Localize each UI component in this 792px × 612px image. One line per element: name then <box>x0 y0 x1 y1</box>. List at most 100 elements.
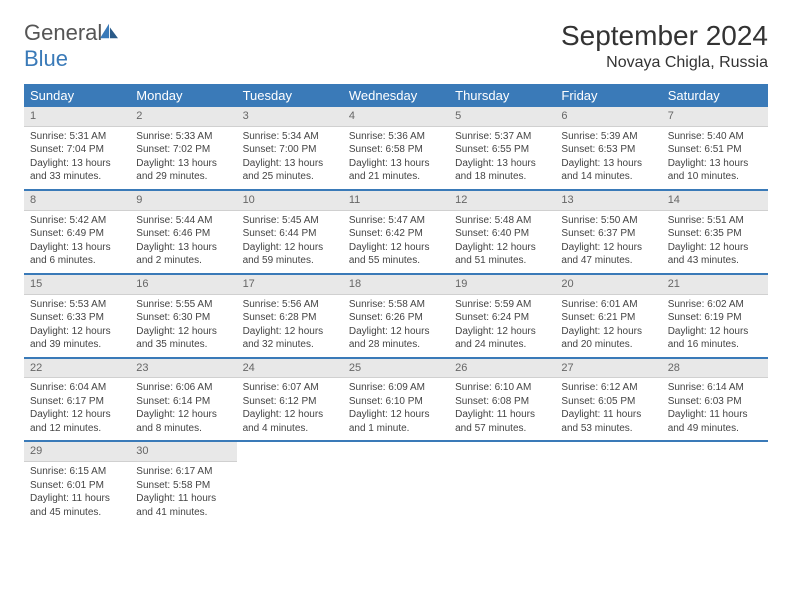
sunrise-line: Sunrise: 6:10 AM <box>455 381 549 395</box>
day-cell: 28Sunrise: 6:14 AMSunset: 6:03 PMDayligh… <box>662 359 768 441</box>
sunset-line: Sunset: 6:30 PM <box>136 311 230 325</box>
day-number: 16 <box>130 275 236 295</box>
day-body: Sunrise: 6:01 AMSunset: 6:21 PMDaylight:… <box>555 295 661 357</box>
weekday-label: Sunday <box>24 84 130 107</box>
sunrise-line: Sunrise: 6:01 AM <box>561 298 655 312</box>
day-cell: 12Sunrise: 5:48 AMSunset: 6:40 PMDayligh… <box>449 191 555 273</box>
sunrise-line: Sunrise: 5:33 AM <box>136 130 230 144</box>
sunset-line: Sunset: 6:01 PM <box>30 479 124 493</box>
day-body: Sunrise: 5:44 AMSunset: 6:46 PMDaylight:… <box>130 211 236 273</box>
sunset-line: Sunset: 7:04 PM <box>30 143 124 157</box>
daylight-line: Daylight: 13 hours and 6 minutes. <box>30 241 124 268</box>
day-body: Sunrise: 5:42 AMSunset: 6:49 PMDaylight:… <box>24 211 130 273</box>
day-number: 29 <box>24 442 130 462</box>
day-body: Sunrise: 6:04 AMSunset: 6:17 PMDaylight:… <box>24 378 130 440</box>
day-number: 17 <box>237 275 343 295</box>
day-number: 24 <box>237 359 343 379</box>
day-cell: 16Sunrise: 5:55 AMSunset: 6:30 PMDayligh… <box>130 275 236 357</box>
logo: General Blue <box>24 20 120 72</box>
daylight-line: Daylight: 12 hours and 59 minutes. <box>243 241 337 268</box>
sunrise-line: Sunrise: 6:02 AM <box>668 298 762 312</box>
daylight-line: Daylight: 13 hours and 2 minutes. <box>136 241 230 268</box>
sunset-line: Sunset: 6:42 PM <box>349 227 443 241</box>
day-body: Sunrise: 5:58 AMSunset: 6:26 PMDaylight:… <box>343 295 449 357</box>
daylight-line: Daylight: 13 hours and 29 minutes. <box>136 157 230 184</box>
weekday-header: SundayMondayTuesdayWednesdayThursdayFrid… <box>24 84 768 107</box>
day-number: 15 <box>24 275 130 295</box>
day-number: 10 <box>237 191 343 211</box>
sunrise-line: Sunrise: 5:42 AM <box>30 214 124 228</box>
day-body: Sunrise: 5:50 AMSunset: 6:37 PMDaylight:… <box>555 211 661 273</box>
sunrise-line: Sunrise: 5:31 AM <box>30 130 124 144</box>
day-cell: 14Sunrise: 5:51 AMSunset: 6:35 PMDayligh… <box>662 191 768 273</box>
day-body: Sunrise: 5:47 AMSunset: 6:42 PMDaylight:… <box>343 211 449 273</box>
day-cell: 4Sunrise: 5:36 AMSunset: 6:58 PMDaylight… <box>343 107 449 189</box>
day-body: Sunrise: 5:53 AMSunset: 6:33 PMDaylight:… <box>24 295 130 357</box>
day-cell: 25Sunrise: 6:09 AMSunset: 6:10 PMDayligh… <box>343 359 449 441</box>
sunset-line: Sunset: 6:24 PM <box>455 311 549 325</box>
sunrise-line: Sunrise: 5:40 AM <box>668 130 762 144</box>
day-number: 5 <box>449 107 555 127</box>
daylight-line: Daylight: 11 hours and 53 minutes. <box>561 408 655 435</box>
day-number: 21 <box>662 275 768 295</box>
weekday-label: Tuesday <box>237 84 343 107</box>
sunrise-line: Sunrise: 6:14 AM <box>668 381 762 395</box>
day-body: Sunrise: 6:15 AMSunset: 6:01 PMDaylight:… <box>24 462 130 524</box>
day-body: Sunrise: 5:55 AMSunset: 6:30 PMDaylight:… <box>130 295 236 357</box>
daylight-line: Daylight: 12 hours and 16 minutes. <box>668 325 762 352</box>
day-cell: 11Sunrise: 5:47 AMSunset: 6:42 PMDayligh… <box>343 191 449 273</box>
daylight-line: Daylight: 13 hours and 21 minutes. <box>349 157 443 184</box>
day-cell: 9Sunrise: 5:44 AMSunset: 6:46 PMDaylight… <box>130 191 236 273</box>
daylight-line: Daylight: 12 hours and 1 minute. <box>349 408 443 435</box>
sunset-line: Sunset: 6:14 PM <box>136 395 230 409</box>
day-body: Sunrise: 6:14 AMSunset: 6:03 PMDaylight:… <box>662 378 768 440</box>
daylight-line: Daylight: 12 hours and 47 minutes. <box>561 241 655 268</box>
sunset-line: Sunset: 6:49 PM <box>30 227 124 241</box>
weekday-label: Friday <box>555 84 661 107</box>
daylight-line: Daylight: 11 hours and 57 minutes. <box>455 408 549 435</box>
day-body: Sunrise: 5:36 AMSunset: 6:58 PMDaylight:… <box>343 127 449 189</box>
sunset-line: Sunset: 6:05 PM <box>561 395 655 409</box>
sunset-line: Sunset: 6:26 PM <box>349 311 443 325</box>
sunset-line: Sunset: 6:58 PM <box>349 143 443 157</box>
sunset-line: Sunset: 6:44 PM <box>243 227 337 241</box>
sunrise-line: Sunrise: 5:56 AM <box>243 298 337 312</box>
sunset-line: Sunset: 6:10 PM <box>349 395 443 409</box>
week-row: 29Sunrise: 6:15 AMSunset: 6:01 PMDayligh… <box>24 442 768 524</box>
day-cell: 8Sunrise: 5:42 AMSunset: 6:49 PMDaylight… <box>24 191 130 273</box>
day-cell: 15Sunrise: 5:53 AMSunset: 6:33 PMDayligh… <box>24 275 130 357</box>
sunrise-line: Sunrise: 6:06 AM <box>136 381 230 395</box>
day-cell: 27Sunrise: 6:12 AMSunset: 6:05 PMDayligh… <box>555 359 661 441</box>
calendar: SundayMondayTuesdayWednesdayThursdayFrid… <box>24 84 768 524</box>
day-number: 9 <box>130 191 236 211</box>
sunrise-line: Sunrise: 5:58 AM <box>349 298 443 312</box>
daylight-line: Daylight: 12 hours and 20 minutes. <box>561 325 655 352</box>
sunrise-line: Sunrise: 6:15 AM <box>30 465 124 479</box>
weekday-label: Monday <box>130 84 236 107</box>
day-number: 11 <box>343 191 449 211</box>
daylight-line: Daylight: 11 hours and 49 minutes. <box>668 408 762 435</box>
day-body: Sunrise: 6:10 AMSunset: 6:08 PMDaylight:… <box>449 378 555 440</box>
logo-word1: General <box>24 20 102 45</box>
day-number: 18 <box>343 275 449 295</box>
day-body: Sunrise: 5:33 AMSunset: 7:02 PMDaylight:… <box>130 127 236 189</box>
day-cell: 7Sunrise: 5:40 AMSunset: 6:51 PMDaylight… <box>662 107 768 189</box>
sunrise-line: Sunrise: 5:47 AM <box>349 214 443 228</box>
daylight-line: Daylight: 13 hours and 33 minutes. <box>30 157 124 184</box>
day-body: Sunrise: 5:34 AMSunset: 7:00 PMDaylight:… <box>237 127 343 189</box>
day-body: Sunrise: 5:31 AMSunset: 7:04 PMDaylight:… <box>24 127 130 189</box>
day-number: 2 <box>130 107 236 127</box>
daylight-line: Daylight: 13 hours and 25 minutes. <box>243 157 337 184</box>
sunset-line: Sunset: 6:19 PM <box>668 311 762 325</box>
day-number: 6 <box>555 107 661 127</box>
day-cell: 13Sunrise: 5:50 AMSunset: 6:37 PMDayligh… <box>555 191 661 273</box>
day-cell: 30Sunrise: 6:17 AMSunset: 5:58 PMDayligh… <box>130 442 236 524</box>
sunset-line: Sunset: 6:55 PM <box>455 143 549 157</box>
daylight-line: Daylight: 12 hours and 55 minutes. <box>349 241 443 268</box>
sunset-line: Sunset: 6:03 PM <box>668 395 762 409</box>
day-body: Sunrise: 5:48 AMSunset: 6:40 PMDaylight:… <box>449 211 555 273</box>
day-body: Sunrise: 5:40 AMSunset: 6:51 PMDaylight:… <box>662 127 768 189</box>
week-row: 8Sunrise: 5:42 AMSunset: 6:49 PMDaylight… <box>24 191 768 275</box>
sunrise-line: Sunrise: 5:55 AM <box>136 298 230 312</box>
sunset-line: Sunset: 6:17 PM <box>30 395 124 409</box>
